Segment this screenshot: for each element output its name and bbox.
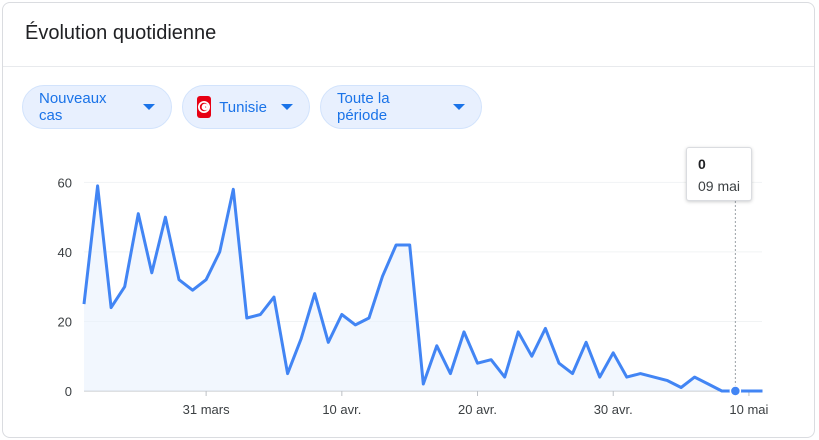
metric-dropdown[interactable]: Nouveaux cas (22, 85, 172, 129)
caret-down-icon (143, 104, 155, 110)
period-dropdown-label: Toute la période (337, 90, 390, 124)
period-dropdown[interactable]: Toute la période (320, 85, 482, 129)
data-tooltip: 0 09 mai (686, 147, 752, 201)
x-tick-label: 30 avr. (594, 402, 633, 417)
card-title: Évolution quotidienne (25, 22, 217, 44)
highlight-point[interactable] (729, 385, 742, 397)
tunisia-flag-icon (197, 96, 212, 118)
x-axis-ticks: 31 mars 10 avr. 20 avr. 30 avr. 10 mai (183, 391, 769, 417)
x-tick-label: 31 mars (183, 402, 230, 417)
y-tick-label: 60 (58, 175, 72, 190)
y-axis-ticks: 0 20 40 60 (58, 175, 72, 399)
card-header: Évolution quotidienne (3, 3, 814, 67)
y-tick-label: 40 (58, 245, 72, 260)
metric-dropdown-label: Nouveaux cas (39, 90, 107, 124)
x-tick-label: 10 mai (729, 402, 768, 417)
caret-down-icon (281, 104, 293, 110)
x-tick-label: 20 avr. (458, 402, 497, 417)
series-line (82, 184, 763, 393)
series-area (84, 185, 763, 391)
y-tick-label: 0 (65, 384, 72, 399)
country-dropdown-label: Tunisie (219, 98, 267, 116)
x-tick-label: 10 avr. (322, 402, 361, 417)
caret-down-icon (453, 104, 465, 110)
tooltip-date: 09 mai (698, 178, 741, 194)
country-dropdown[interactable]: Tunisie (182, 85, 310, 129)
tooltip-value: 0 (698, 156, 706, 172)
y-tick-label: 20 (58, 314, 72, 329)
